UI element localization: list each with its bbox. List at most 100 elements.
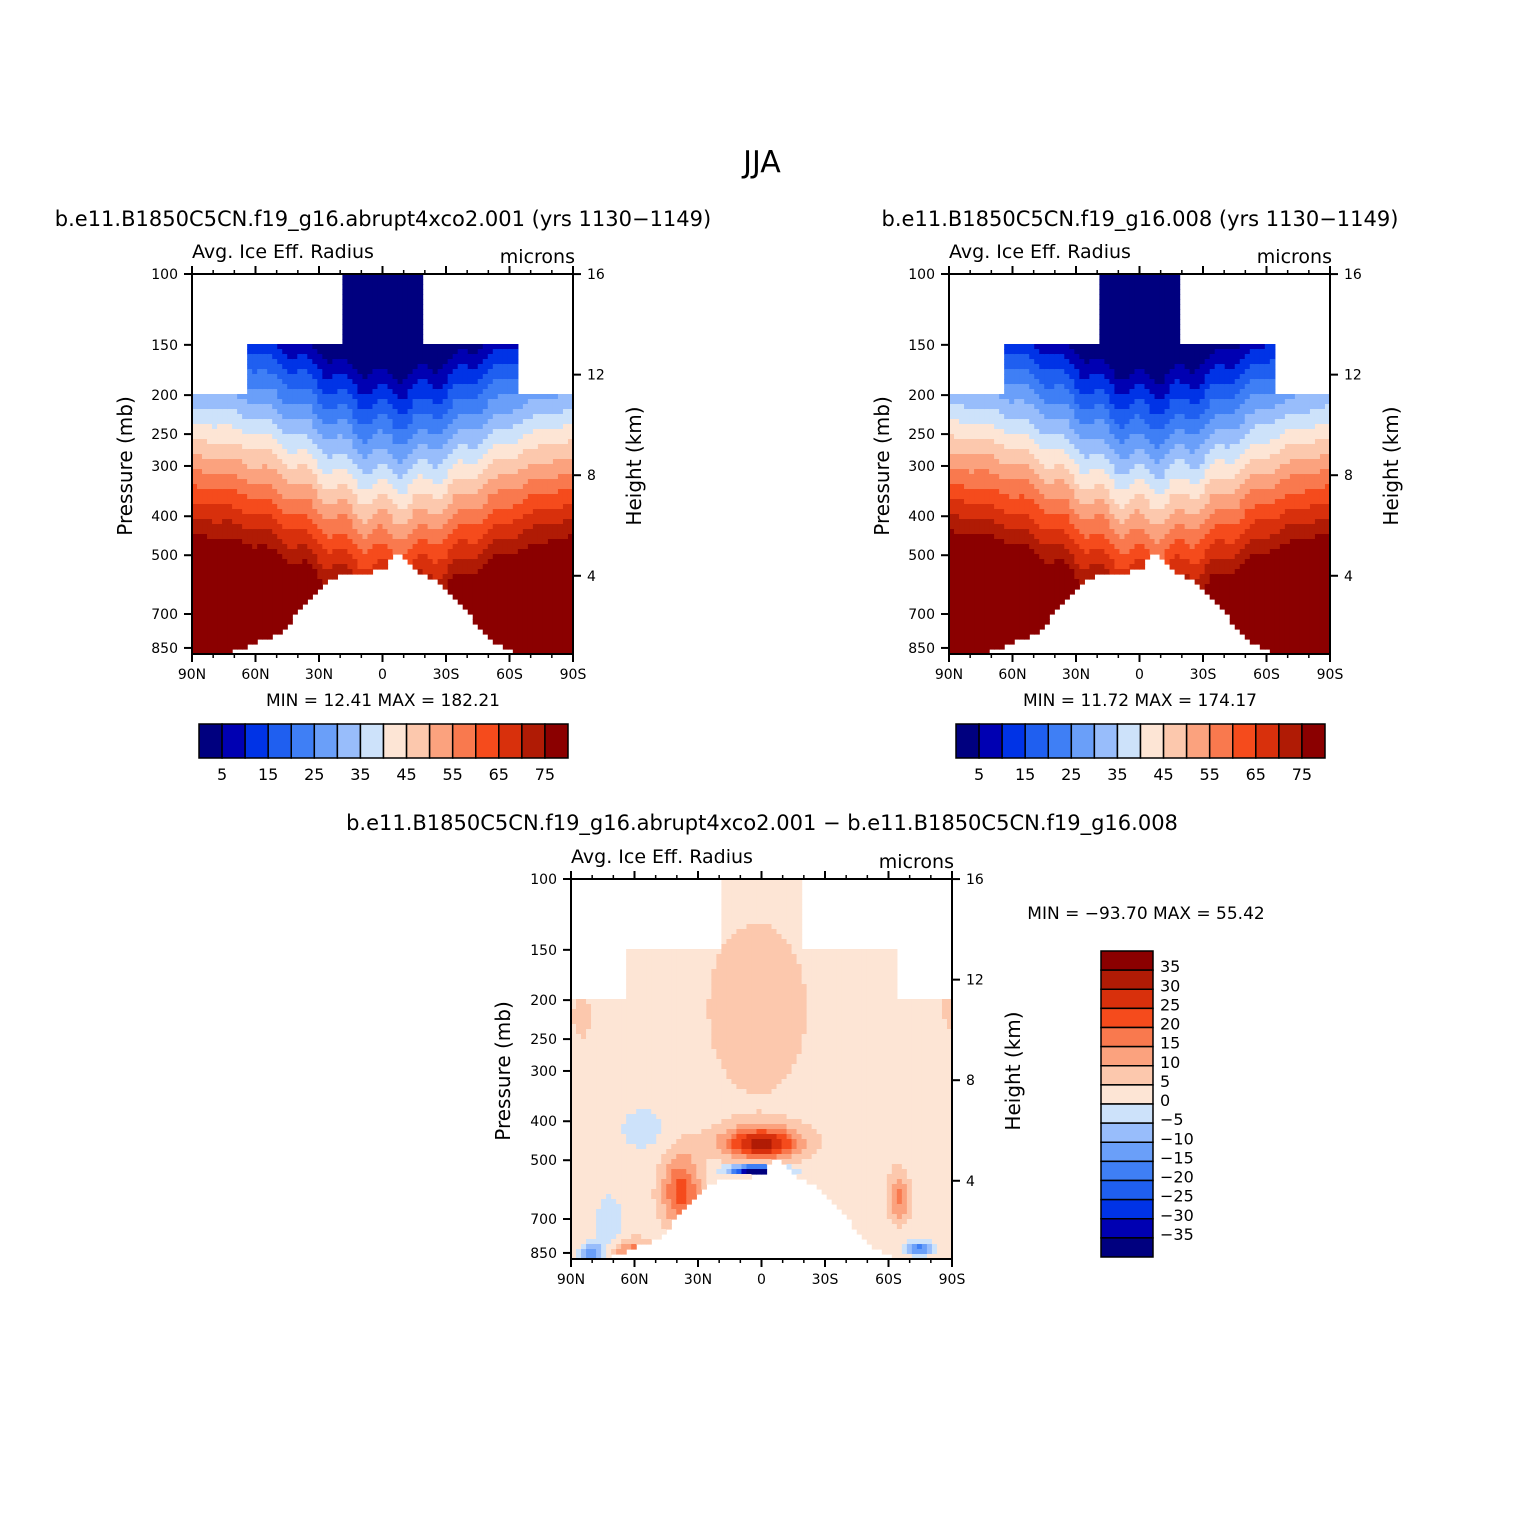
contour-cell bbox=[257, 604, 263, 610]
contour-cell bbox=[242, 524, 248, 530]
contour-cell bbox=[964, 564, 970, 570]
contour-cell bbox=[457, 499, 464, 505]
contour-cell bbox=[422, 509, 429, 515]
contour-cell bbox=[437, 379, 444, 385]
contour-cell bbox=[277, 574, 283, 580]
contour-cell bbox=[252, 544, 258, 550]
contour-cell bbox=[452, 509, 459, 515]
contour-cell bbox=[392, 549, 399, 555]
contour-cell bbox=[252, 479, 258, 485]
contour-cell bbox=[417, 469, 424, 475]
contour-cell bbox=[1009, 379, 1015, 385]
contour-cell bbox=[262, 439, 268, 445]
contour-cell bbox=[277, 434, 283, 440]
contour-cell bbox=[954, 424, 960, 430]
contour-cell bbox=[277, 599, 283, 605]
contour-cell bbox=[217, 634, 223, 640]
contour-cell bbox=[512, 599, 519, 605]
contour-cell bbox=[247, 569, 253, 575]
contour-cell bbox=[1009, 384, 1015, 390]
contour-cell bbox=[337, 529, 343, 535]
contour-cell bbox=[482, 354, 489, 360]
contour-cell bbox=[262, 424, 268, 430]
contour-cell bbox=[282, 609, 288, 615]
contour-cell bbox=[542, 459, 549, 465]
contour-cell bbox=[567, 464, 574, 470]
contour-cell bbox=[197, 594, 203, 600]
contour-cell bbox=[352, 344, 359, 350]
contour-cell bbox=[492, 479, 499, 485]
contour-cell bbox=[994, 424, 1000, 430]
contour-cell bbox=[367, 364, 374, 370]
contour-cell bbox=[517, 634, 524, 640]
contour-cell bbox=[557, 469, 564, 475]
contour-cell bbox=[562, 594, 569, 600]
contour-cell bbox=[222, 449, 228, 455]
contour-cell bbox=[552, 439, 559, 445]
contour-cell bbox=[397, 344, 404, 350]
contour-cell bbox=[432, 529, 439, 535]
contour-cell bbox=[482, 414, 489, 420]
contour-cell bbox=[507, 429, 514, 435]
contour-cell bbox=[252, 604, 258, 610]
contour-cell bbox=[547, 429, 554, 435]
contour-cell bbox=[352, 564, 359, 570]
contour-cell bbox=[994, 464, 1000, 470]
contour-cell bbox=[562, 559, 569, 565]
contour-cell bbox=[452, 444, 459, 450]
contour-cell bbox=[562, 474, 569, 480]
contour-cell bbox=[282, 379, 288, 385]
contour-cell bbox=[317, 399, 323, 405]
contour-cell bbox=[1004, 564, 1010, 570]
contour-cell bbox=[357, 554, 364, 560]
contour-cell bbox=[317, 539, 323, 545]
contour-cell bbox=[507, 584, 514, 590]
contour-cell bbox=[302, 344, 308, 350]
contour-cell bbox=[1004, 639, 1010, 645]
panel-title: Avg. Ice Eff. Radius bbox=[192, 241, 374, 263]
contour-cell bbox=[527, 609, 534, 615]
contour-cell bbox=[237, 419, 243, 425]
contour-cell bbox=[252, 594, 258, 600]
contour-cell bbox=[457, 554, 464, 560]
contour-cell bbox=[994, 564, 1000, 570]
contour-field bbox=[192, 274, 574, 655]
contour-cell bbox=[212, 554, 218, 560]
contour-cell bbox=[192, 459, 198, 465]
contour-cell bbox=[542, 549, 549, 555]
contour-cell bbox=[197, 604, 203, 610]
contour-cell bbox=[999, 614, 1005, 620]
contour-cell bbox=[227, 509, 233, 515]
contour-cell bbox=[964, 499, 970, 505]
contour-cell bbox=[457, 479, 464, 485]
contour-cell bbox=[1004, 554, 1010, 560]
contour-cell bbox=[562, 489, 569, 495]
contour-cell bbox=[242, 404, 248, 410]
contour-cell bbox=[562, 399, 569, 405]
contour-cell bbox=[969, 534, 975, 540]
contour-cell bbox=[307, 584, 313, 590]
contour-cell bbox=[497, 354, 504, 360]
contour-cell bbox=[207, 429, 213, 435]
contour-cell bbox=[332, 369, 338, 375]
contour-cell bbox=[307, 484, 313, 490]
contour-cell bbox=[282, 359, 288, 365]
contour-cell bbox=[237, 514, 243, 520]
contour-cell bbox=[412, 449, 419, 455]
contour-cell bbox=[959, 459, 965, 465]
contour-cell bbox=[372, 489, 379, 495]
contour-cell bbox=[964, 424, 970, 430]
contour-cell bbox=[292, 599, 298, 605]
contour-cell bbox=[477, 524, 484, 530]
contour-cell bbox=[994, 429, 1000, 435]
contour-cell bbox=[502, 434, 509, 440]
contour-cell bbox=[1009, 479, 1015, 485]
contour-cell bbox=[482, 549, 489, 555]
contour-cell bbox=[417, 389, 424, 395]
contour-cell bbox=[547, 559, 554, 565]
contour-cell bbox=[317, 469, 323, 475]
contour-cell bbox=[442, 454, 449, 460]
contour-cell bbox=[377, 324, 384, 330]
contour-cell bbox=[994, 614, 1000, 620]
contour-cell bbox=[237, 489, 243, 495]
